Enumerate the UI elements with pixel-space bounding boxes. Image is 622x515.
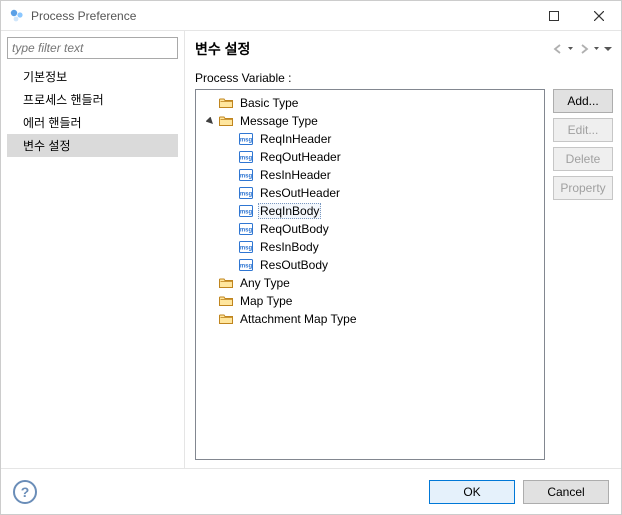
sidebar-item[interactable]: 변수 설정 xyxy=(7,134,178,157)
dialog-footer: ? OK Cancel xyxy=(1,468,621,514)
help-icon[interactable]: ? xyxy=(13,480,37,504)
tree-label: Process Variable : xyxy=(195,71,545,85)
tree-node-label: ReqOutHeader xyxy=(258,150,343,164)
content-row: Process Variable : Basic Type Message Typ… xyxy=(195,71,613,460)
tree-node[interactable]: msg ResInBody xyxy=(198,238,542,256)
button-column: Add... Edit... Delete Property xyxy=(553,89,613,460)
tree-node-label: ReqInBody xyxy=(258,203,321,219)
folder-icon xyxy=(218,293,234,309)
msg-icon: msg xyxy=(238,149,254,165)
sidebar-item[interactable]: 프로세스 핸들러 xyxy=(7,88,178,111)
svg-text:msg: msg xyxy=(240,138,253,144)
tree-panel: Process Variable : Basic Type Message Typ… xyxy=(195,71,545,460)
maximize-button[interactable] xyxy=(531,1,576,30)
back-button[interactable] xyxy=(551,43,574,55)
tree-node[interactable]: msg ReqOutHeader xyxy=(198,148,542,166)
titlebar-buttons xyxy=(531,1,621,30)
svg-text:msg: msg xyxy=(240,192,253,198)
page-title: 변수 설정 xyxy=(195,39,551,59)
sidebar-item[interactable]: 기본정보 xyxy=(7,65,178,88)
tree-node[interactable]: Map Type xyxy=(198,292,542,310)
window-title: Process Preference xyxy=(31,9,531,23)
msg-icon: msg xyxy=(238,203,254,219)
folder-icon xyxy=(218,311,234,327)
delete-button[interactable]: Delete xyxy=(553,147,613,171)
tree-node[interactable]: msg ReqInBody xyxy=(198,202,542,220)
msg-icon: msg xyxy=(238,131,254,147)
menu-button[interactable] xyxy=(603,43,613,55)
folder-icon xyxy=(218,113,234,129)
msg-icon: msg xyxy=(238,185,254,201)
sidebar-nav: 기본정보프로세스 핸들러에러 핸들러변수 설정 xyxy=(7,65,178,157)
folder-icon xyxy=(218,95,234,111)
folder-icon xyxy=(218,275,234,291)
sidebar-item[interactable]: 에러 핸들러 xyxy=(7,111,178,134)
tree-node-label: ResOutBody xyxy=(258,258,330,272)
tree-node[interactable]: msg ResOutBody xyxy=(198,256,542,274)
svg-text:msg: msg xyxy=(240,228,253,234)
tree-node[interactable]: Any Type xyxy=(198,274,542,292)
app-icon xyxy=(9,8,25,24)
tree-node[interactable]: msg ReqInHeader xyxy=(198,130,542,148)
tree-node-label: ReqOutBody xyxy=(258,222,331,236)
dialog-body: 기본정보프로세스 핸들러에러 핸들러변수 설정 변수 설정 xyxy=(1,31,621,468)
msg-icon: msg xyxy=(238,239,254,255)
svg-text:msg: msg xyxy=(240,156,253,162)
tree-node-label: Message Type xyxy=(238,114,320,128)
msg-icon: msg xyxy=(238,257,254,273)
close-button[interactable] xyxy=(576,1,621,30)
svg-text:msg: msg xyxy=(240,246,253,252)
tree-node-label: Basic Type xyxy=(238,96,300,110)
svg-text:msg: msg xyxy=(240,210,253,216)
dialog-window: Process Preference 기본정보프로세스 핸들러에러 핸들러변수 … xyxy=(0,0,622,515)
ok-button[interactable]: OK xyxy=(429,480,515,504)
tree-node[interactable]: Attachment Map Type xyxy=(198,310,542,328)
tree-node[interactable]: msg ReqOutBody xyxy=(198,220,542,238)
tree-node-label: ResOutHeader xyxy=(258,186,342,200)
filter-input[interactable] xyxy=(7,37,178,59)
process-variable-tree[interactable]: Basic Type Message Type msg ReqInHeader msg R… xyxy=(195,89,545,460)
cancel-button[interactable]: Cancel xyxy=(523,480,609,504)
svg-text:msg: msg xyxy=(240,174,253,180)
msg-icon: msg xyxy=(238,167,254,183)
main-header: 변수 설정 xyxy=(195,35,613,63)
tree-node-label: ResInBody xyxy=(258,240,321,254)
sidebar: 기본정보프로세스 핸들러에러 핸들러변수 설정 xyxy=(1,31,185,468)
tree-node-label: Map Type xyxy=(238,294,294,308)
main-panel: 변수 설정 Process Var xyxy=(185,31,621,468)
header-nav xyxy=(551,43,613,55)
titlebar: Process Preference xyxy=(1,1,621,31)
tree-node-label: Any Type xyxy=(238,276,292,290)
svg-text:msg: msg xyxy=(240,264,253,270)
tree-node[interactable]: msg ResOutHeader xyxy=(198,184,542,202)
msg-icon: msg xyxy=(238,221,254,237)
tree-node[interactable]: Message Type xyxy=(198,112,542,130)
tree-node-label: ResInHeader xyxy=(258,168,333,182)
property-button[interactable]: Property xyxy=(553,176,613,200)
expander-open-icon[interactable] xyxy=(202,117,218,126)
edit-button[interactable]: Edit... xyxy=(553,118,613,142)
forward-button[interactable] xyxy=(577,43,600,55)
tree-node[interactable]: msg ResInHeader xyxy=(198,166,542,184)
tree-node-label: ReqInHeader xyxy=(258,132,333,146)
tree-node[interactable]: Basic Type xyxy=(198,94,542,112)
tree-node-label: Attachment Map Type xyxy=(238,312,359,326)
add-button[interactable]: Add... xyxy=(553,89,613,113)
